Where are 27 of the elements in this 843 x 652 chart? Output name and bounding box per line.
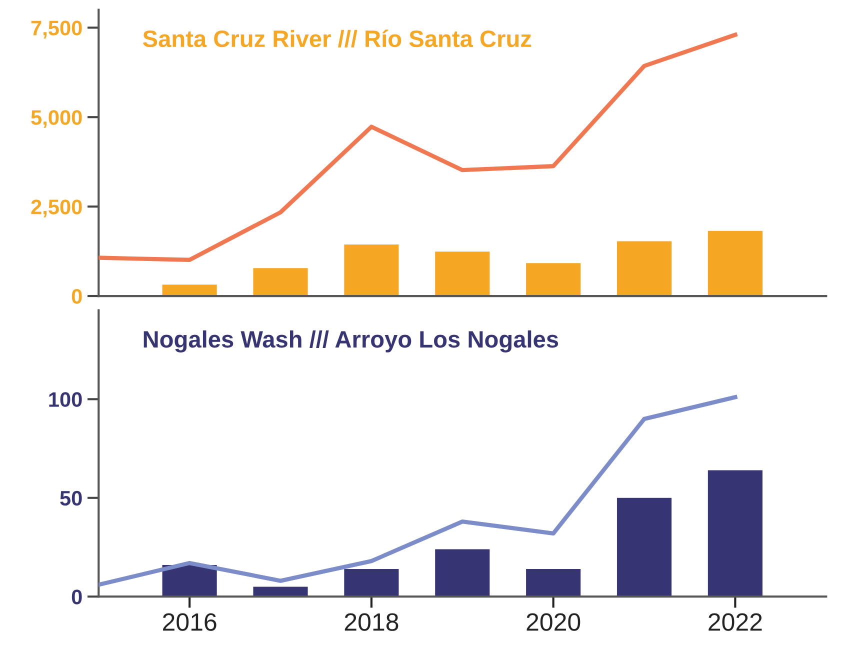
bar — [253, 268, 308, 296]
x-tick-label: 2018 — [344, 613, 398, 631]
bar — [253, 586, 308, 597]
y-tick-label: 2,500 — [31, 200, 82, 218]
y-tick-label: 50 — [60, 490, 82, 506]
y-tick-label: 0 — [72, 289, 82, 304]
text: Santa Cruz River /// Río Santa Cruz — [142, 30, 532, 48]
x-tick-label: 2016 — [163, 613, 216, 631]
y-tick-label: 7,500 — [31, 20, 82, 38]
y-tick-label: 0 — [72, 590, 82, 604]
x-tick-label: 2020 — [526, 613, 580, 631]
text: Nogales Wash /// Arroyo Los Nogales — [144, 330, 558, 352]
y-tick-label: 5,000 — [31, 110, 82, 128]
bar — [162, 284, 217, 296]
bar — [708, 230, 762, 296]
bar — [435, 549, 490, 597]
bar — [616, 241, 672, 296]
x-tick-label: 2022 — [708, 613, 762, 631]
line-series — [98, 395, 738, 587]
bar — [616, 498, 672, 597]
bar — [344, 244, 399, 296]
y-tick-label: 100 — [49, 392, 82, 407]
bar — [344, 568, 399, 597]
bar — [435, 252, 490, 296]
bar — [526, 263, 581, 296]
bar — [526, 568, 581, 597]
bar — [708, 470, 762, 597]
